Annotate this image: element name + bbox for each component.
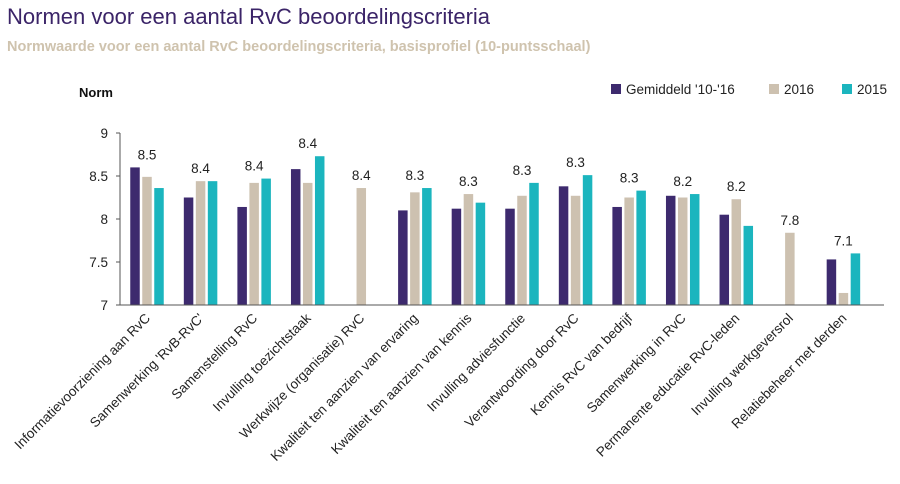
x-tick-label: Invulling werkgeversrol bbox=[688, 311, 796, 419]
bar-gemiddeld bbox=[719, 214, 730, 305]
bar-2016 bbox=[142, 176, 152, 305]
bar-2015 bbox=[422, 188, 432, 305]
bar-2016 bbox=[624, 197, 634, 305]
bar-2016 bbox=[570, 195, 581, 305]
legend-label: Gemiddeld '10-'16 bbox=[626, 82, 735, 97]
bar-2015 bbox=[582, 175, 593, 305]
data-label: 8.4 bbox=[298, 136, 317, 151]
data-labels: 8.5 8.4 8.4 8.4 8.4 8.3 8.3 8.3 8.3 8.3 8.2 8.2 7.8 7… bbox=[138, 136, 853, 248]
legend-label: 2016 bbox=[784, 82, 814, 97]
bar-gemiddeld bbox=[612, 206, 622, 305]
y-tick-label: 7 bbox=[100, 298, 108, 313]
bar-2015 bbox=[850, 253, 861, 305]
legend: Gemiddeld '10-'16 2016 2015 bbox=[611, 82, 887, 97]
bar-gemiddeld bbox=[398, 210, 408, 305]
bar-gemiddeld bbox=[558, 186, 569, 305]
bar-2015 bbox=[743, 225, 754, 305]
data-label: 8.3 bbox=[566, 155, 585, 170]
data-label: 8.2 bbox=[727, 179, 746, 194]
legend-swatch bbox=[769, 84, 779, 94]
bar-2016 bbox=[731, 199, 742, 305]
data-label: 8.4 bbox=[191, 161, 210, 176]
bar-2015 bbox=[154, 188, 164, 305]
data-label: 8.2 bbox=[673, 174, 692, 189]
bar-2015 bbox=[636, 190, 646, 305]
chart-subtitle: Normwaarde voor een aantal RvC beoordeli… bbox=[7, 39, 591, 55]
bar-2016 bbox=[517, 195, 527, 305]
y-tick-label: 7.5 bbox=[89, 255, 108, 270]
data-label: 7.1 bbox=[834, 233, 853, 248]
y-tick-label: 8 bbox=[100, 212, 108, 227]
bar-gemiddeld bbox=[826, 259, 837, 305]
bar-gemiddeld bbox=[505, 208, 515, 305]
bar-gemiddeld bbox=[665, 195, 676, 305]
x-tick-label: Kennis RvC van bedrijf bbox=[528, 310, 636, 418]
y-tick-label: 8.5 bbox=[89, 169, 108, 184]
x-tick-label: Invulling toezichtstaak bbox=[210, 310, 314, 414]
bar-2016 bbox=[785, 232, 795, 305]
y-tick-label: 9 bbox=[100, 126, 108, 141]
x-tick-label: Samenwerking in RvC bbox=[584, 310, 689, 415]
bar-2015 bbox=[475, 202, 486, 305]
bar-gemiddeld bbox=[183, 197, 194, 305]
bars bbox=[130, 156, 861, 305]
bar-2016 bbox=[463, 194, 474, 305]
bar-2016 bbox=[838, 292, 849, 305]
bar-2016 bbox=[249, 182, 259, 305]
bar-2016 bbox=[195, 181, 206, 305]
bar-gemiddeld bbox=[451, 208, 462, 305]
chart-title: Normen voor een aantal RvC beoordelingsc… bbox=[7, 4, 491, 29]
bar-gemiddeld bbox=[237, 206, 247, 305]
bar-2015 bbox=[207, 181, 218, 305]
bar-2016 bbox=[677, 197, 688, 305]
bar-gemiddeld bbox=[130, 167, 140, 305]
data-label: 8.4 bbox=[245, 159, 264, 174]
bar-2016 bbox=[410, 192, 420, 305]
data-label: 8.5 bbox=[138, 147, 157, 162]
data-label: 8.3 bbox=[459, 174, 478, 189]
data-label: 8.3 bbox=[620, 171, 639, 186]
bar-2015 bbox=[529, 182, 539, 305]
legend-swatch bbox=[842, 84, 852, 94]
bar-gemiddeld bbox=[290, 169, 301, 305]
data-label: 7.8 bbox=[780, 213, 799, 228]
x-tick-label: Relatiebeheer met derden bbox=[729, 311, 850, 432]
x-axis: Informatievoorziening aan RvCSamenwerkin… bbox=[11, 304, 884, 464]
bar-2015 bbox=[689, 194, 700, 305]
legend-label: 2015 bbox=[857, 82, 887, 97]
y-axis: 7 7.5 8 8.5 9 bbox=[89, 126, 121, 313]
data-label: 8.3 bbox=[405, 168, 424, 183]
bar-2015 bbox=[261, 178, 271, 305]
data-label: 8.4 bbox=[352, 168, 371, 183]
bar-2015 bbox=[314, 156, 325, 305]
data-label: 8.3 bbox=[513, 163, 532, 178]
x-tick-label: Invulling adviesfunctie bbox=[424, 311, 528, 415]
y-axis-label: Norm bbox=[79, 85, 113, 100]
bar-2016 bbox=[356, 188, 367, 305]
legend-swatch bbox=[611, 84, 621, 94]
bar-2016 bbox=[302, 182, 313, 305]
